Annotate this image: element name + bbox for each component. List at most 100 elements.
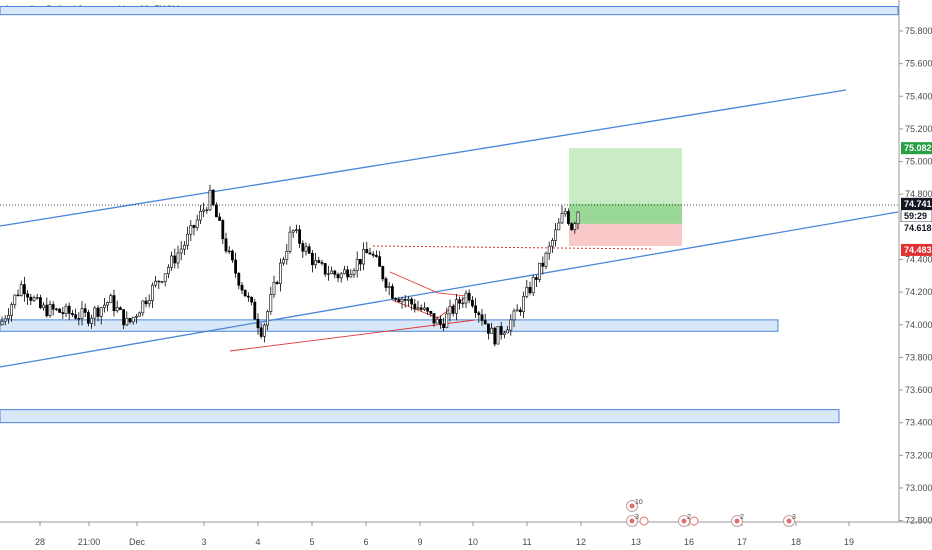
candle-body bbox=[541, 262, 545, 267]
candle bbox=[61, 306, 65, 319]
candle-body bbox=[285, 251, 289, 260]
candle bbox=[550, 238, 554, 253]
candle-body bbox=[323, 263, 327, 275]
channel-lines[interactable] bbox=[0, 89, 899, 368]
candle-body bbox=[253, 301, 257, 320]
candle-body bbox=[211, 189, 215, 206]
candle bbox=[470, 295, 474, 308]
position-box[interactable] bbox=[569, 148, 682, 246]
candle bbox=[541, 256, 545, 275]
candle bbox=[518, 307, 522, 316]
candle-body bbox=[563, 211, 567, 214]
candle bbox=[480, 308, 484, 326]
candle bbox=[38, 294, 42, 310]
candle-body bbox=[186, 233, 190, 246]
event-marker[interactable]: 3 bbox=[626, 514, 640, 527]
candle-body bbox=[365, 248, 369, 254]
candle bbox=[522, 291, 526, 319]
candle bbox=[317, 256, 321, 264]
candle-body bbox=[151, 284, 154, 301]
candle bbox=[231, 249, 234, 263]
candle bbox=[371, 251, 375, 258]
candle bbox=[512, 308, 516, 328]
time-tick-label: Dec bbox=[129, 537, 146, 547]
candle-body bbox=[397, 299, 401, 303]
candle-body bbox=[125, 317, 129, 326]
time-tick-label: 21:00 bbox=[78, 537, 101, 547]
candle-body bbox=[224, 238, 228, 252]
candle bbox=[10, 302, 14, 322]
candle bbox=[342, 265, 346, 275]
candle bbox=[477, 310, 481, 323]
candle bbox=[237, 271, 241, 290]
candle-body bbox=[336, 274, 340, 279]
candle-body bbox=[442, 324, 446, 328]
candle-body bbox=[269, 294, 273, 312]
candle bbox=[87, 309, 90, 327]
candle bbox=[474, 297, 478, 318]
candle-body bbox=[237, 272, 241, 286]
candle-body bbox=[45, 304, 49, 317]
candle bbox=[448, 299, 452, 322]
event-markers[interactable]: 10 3 2 2 3 bbox=[626, 499, 797, 527]
candle-body bbox=[61, 312, 65, 314]
candle bbox=[0, 316, 4, 326]
candle bbox=[538, 262, 542, 283]
event-marker[interactable]: 2 bbox=[731, 514, 745, 527]
candle-body bbox=[64, 305, 68, 314]
candle bbox=[163, 273, 167, 287]
event-marker[interactable]: 3 bbox=[783, 514, 797, 527]
time-axis[interactable]: 28 21:00 Dec 3 4 5 6 9 10 11 12 13 16 17 18 19 bbox=[0, 521, 932, 547]
candle bbox=[560, 205, 564, 224]
candle bbox=[77, 312, 81, 326]
candle-body bbox=[199, 211, 202, 221]
candle-body bbox=[566, 211, 570, 224]
candle-body bbox=[202, 209, 206, 212]
candle-body bbox=[10, 304, 14, 316]
candle bbox=[167, 264, 170, 279]
candle-body bbox=[368, 252, 372, 255]
candle bbox=[387, 282, 391, 296]
candle bbox=[336, 272, 340, 283]
candle bbox=[435, 316, 439, 324]
candle bbox=[499, 321, 503, 340]
price-tags: 75.082 74.741 59:29 74.618 74.483 bbox=[900, 142, 932, 256]
event-marker[interactable]: 10 bbox=[626, 499, 643, 512]
candle-body bbox=[496, 326, 500, 345]
candle bbox=[83, 303, 87, 318]
candle bbox=[115, 300, 119, 313]
candle-body bbox=[550, 240, 554, 247]
upper-channel-line bbox=[0, 89, 847, 227]
candle bbox=[151, 282, 154, 309]
candle bbox=[502, 330, 506, 339]
candle-body bbox=[573, 223, 577, 230]
candle-body bbox=[138, 312, 142, 317]
candle-body bbox=[67, 305, 71, 314]
horizontal-zones[interactable] bbox=[0, 6, 899, 424]
candle-body bbox=[272, 282, 276, 295]
candle bbox=[103, 297, 106, 313]
candle bbox=[208, 184, 212, 212]
candle-body bbox=[304, 246, 308, 252]
event-count: 3 bbox=[635, 514, 639, 521]
candle bbox=[374, 250, 378, 258]
candle bbox=[221, 218, 225, 245]
candle-body bbox=[483, 320, 487, 325]
candle-body bbox=[112, 295, 116, 312]
drawings[interactable] bbox=[229, 245, 653, 352]
candle bbox=[557, 218, 561, 231]
candle bbox=[534, 275, 538, 288]
candle-body bbox=[227, 250, 231, 253]
candle-body bbox=[176, 252, 180, 264]
price-tick-label: 73.000 bbox=[905, 483, 932, 493]
candle bbox=[422, 302, 426, 312]
candle bbox=[394, 297, 398, 303]
candle-body bbox=[259, 327, 263, 337]
candle bbox=[464, 290, 468, 309]
candle-body bbox=[355, 258, 359, 271]
candle bbox=[451, 303, 455, 317]
candle-body bbox=[128, 317, 132, 323]
price-axis[interactable]: 75.800 75.600 75.400 75.200 75.000 74.800 74.4… bbox=[898, 0, 932, 526]
candle bbox=[573, 221, 577, 234]
